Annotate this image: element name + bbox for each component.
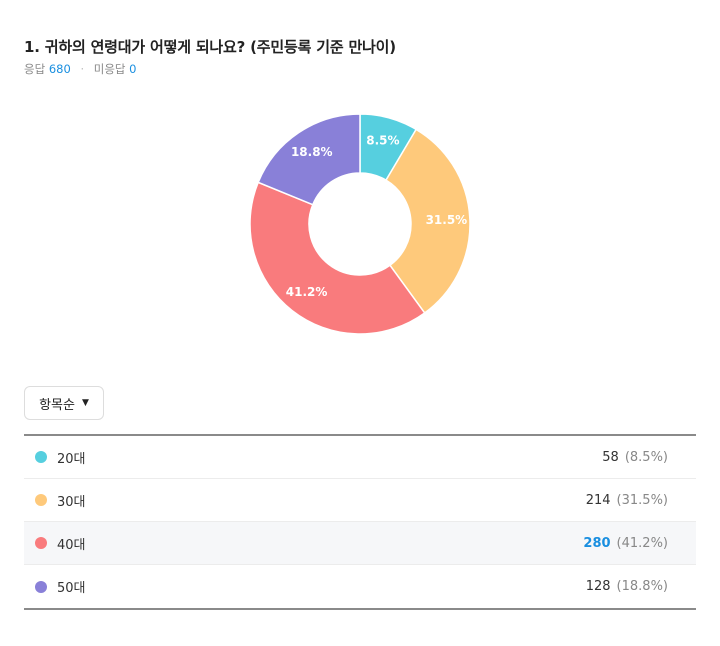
- slice-percent-label: 8.5%: [366, 134, 399, 148]
- row-percent: (41.2%): [616, 535, 668, 551]
- response-meta: 응답 680 · 미응답 0: [24, 61, 136, 77]
- slice-percent-label: 41.2%: [286, 285, 328, 299]
- sort-order-label: 항목순: [39, 397, 75, 413]
- table-row: 40대 280 (41.2%): [24, 522, 696, 565]
- row-count: 280: [583, 535, 611, 551]
- nonresponse-count: 0: [129, 62, 137, 76]
- legend-swatch: [35, 451, 47, 463]
- responses-count: 680: [48, 62, 71, 76]
- result-table: 20대 58 (8.5%) 30대 214 (31.5%) 40대 280 (41.2%) 50대…: [24, 434, 696, 610]
- sort-order-button[interactable]: 항목순 ▼: [24, 386, 104, 420]
- row-label: 50대: [57, 581, 86, 596]
- donut-slice[interactable]: [257, 113, 361, 206]
- donut-chart: 8.5% 31.5% 41.2% 18.8%: [249, 113, 471, 335]
- row-count: 214: [585, 492, 611, 508]
- slice-percent-label: 18.8%: [291, 145, 333, 159]
- row-percent: (18.8%): [616, 579, 668, 594]
- row-percent: (8.5%): [624, 449, 668, 465]
- row-label: 30대: [57, 494, 86, 510]
- donut-slice[interactable]: [385, 128, 471, 315]
- table-row: 50대 128 (18.8%): [24, 565, 696, 608]
- row-percent: (31.5%): [616, 492, 668, 508]
- meta-separator: ·: [80, 62, 85, 76]
- table-row: 20대 58 (8.5%): [24, 436, 696, 479]
- responses-label: 응답: [24, 62, 46, 76]
- nonresponse-label: 미응답: [93, 62, 126, 76]
- question-title: 1. 귀하의 연령대가 어떻게 되나요? (주민등록 기준 만나이): [24, 38, 396, 56]
- legend-swatch: [35, 494, 47, 506]
- row-count: 128: [585, 579, 611, 594]
- legend-swatch: [35, 580, 47, 593]
- donut-slice[interactable]: [249, 181, 426, 335]
- slice-percent-label: 31.5%: [426, 213, 468, 227]
- table-row: 30대 214 (31.5%): [24, 479, 696, 522]
- row-label: 20대: [57, 451, 86, 467]
- row-label: 40대: [57, 537, 86, 553]
- legend-swatch: [35, 537, 47, 549]
- row-count: 58: [602, 449, 619, 465]
- caret-down-icon: ▼: [81, 398, 89, 408]
